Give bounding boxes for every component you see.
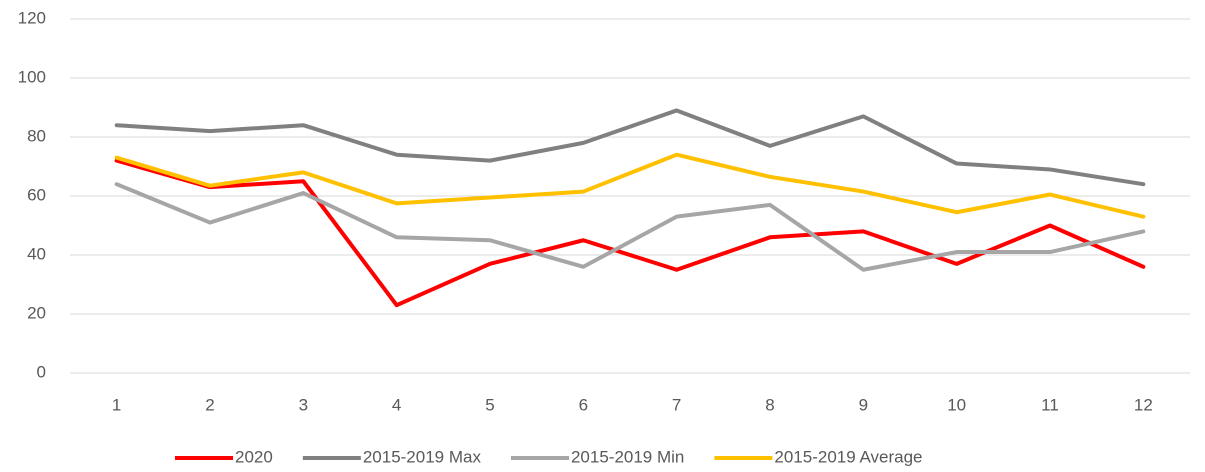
series-line [114, 158, 1146, 308]
x-tick-label: 11 [1041, 395, 1059, 414]
x-tick-label: 1 [112, 395, 121, 414]
x-tick-label: 2 [205, 395, 214, 414]
y-tick-label: 60 [27, 185, 46, 204]
y-tick-label: 0 [37, 362, 46, 381]
legend-label: 2020 [235, 447, 273, 466]
y-tick-label: 120 [18, 8, 46, 27]
x-tick-label: 9 [859, 395, 868, 414]
series-line [114, 182, 1146, 272]
series-line [114, 152, 1146, 219]
x-tick-label: 4 [392, 395, 401, 414]
legend-label: 2015-2019 Min [571, 447, 684, 466]
y-tick-label: 80 [27, 126, 46, 145]
series-line [114, 108, 1146, 187]
x-tick-label: 8 [765, 395, 774, 414]
y-tick-label: 20 [27, 303, 46, 322]
x-tick-label: 12 [1134, 395, 1153, 414]
legend-label: 2015-2019 Average [774, 447, 922, 466]
x-tick-label: 6 [579, 395, 588, 414]
x-tick-label: 7 [672, 395, 681, 414]
y-tick-label: 40 [27, 244, 46, 263]
legend-label: 2015-2019 Max [363, 447, 482, 466]
y-tick-label: 100 [18, 67, 46, 86]
x-tick-label: 3 [299, 395, 308, 414]
x-tick-label: 5 [485, 395, 494, 414]
x-tick-label: 10 [947, 395, 966, 414]
